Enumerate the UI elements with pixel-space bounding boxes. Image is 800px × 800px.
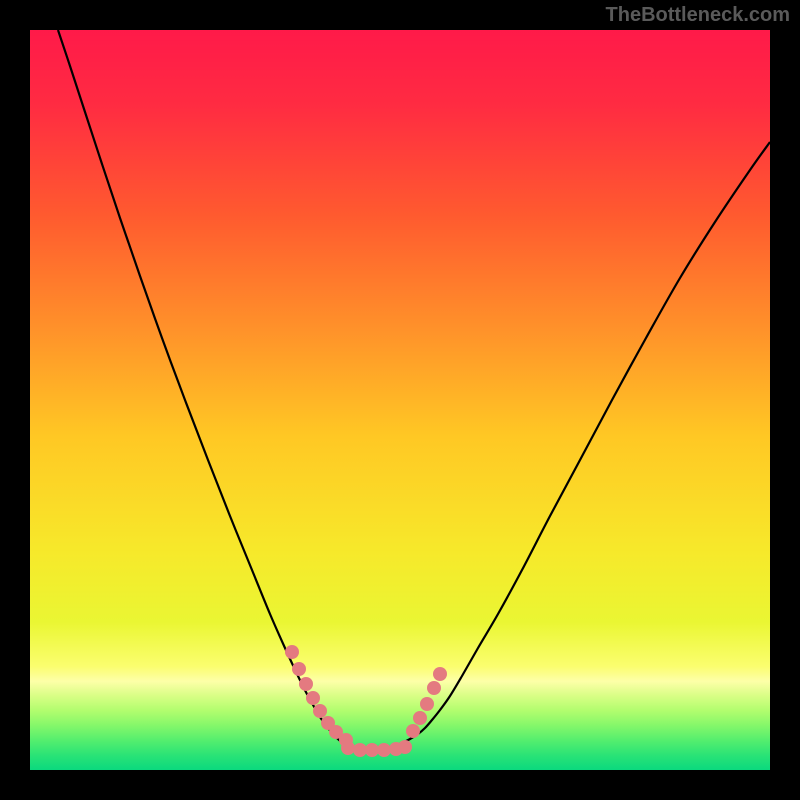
plot-area xyxy=(30,30,770,770)
highlight-dot xyxy=(365,743,379,757)
bottleneck-curve-right xyxy=(369,142,770,749)
highlight-dot xyxy=(341,741,355,755)
highlight-dot xyxy=(306,691,320,705)
highlight-dot xyxy=(413,711,427,725)
highlight-dot xyxy=(292,662,306,676)
highlight-dot xyxy=(433,667,447,681)
highlight-dot xyxy=(285,645,299,659)
highlight-dot xyxy=(420,697,434,711)
highlight-dot xyxy=(406,724,420,738)
highlight-dots xyxy=(285,645,447,757)
highlight-dot xyxy=(313,704,327,718)
highlight-dot xyxy=(299,677,313,691)
highlight-dot xyxy=(398,740,412,754)
chart-container: TheBottleneck.com xyxy=(0,0,800,800)
highlight-dot xyxy=(427,681,441,695)
watermark-text: TheBottleneck.com xyxy=(606,4,790,27)
bottleneck-curve-left xyxy=(58,30,369,749)
curves-layer xyxy=(30,30,770,770)
highlight-dot xyxy=(377,743,391,757)
highlight-dot xyxy=(353,743,367,757)
